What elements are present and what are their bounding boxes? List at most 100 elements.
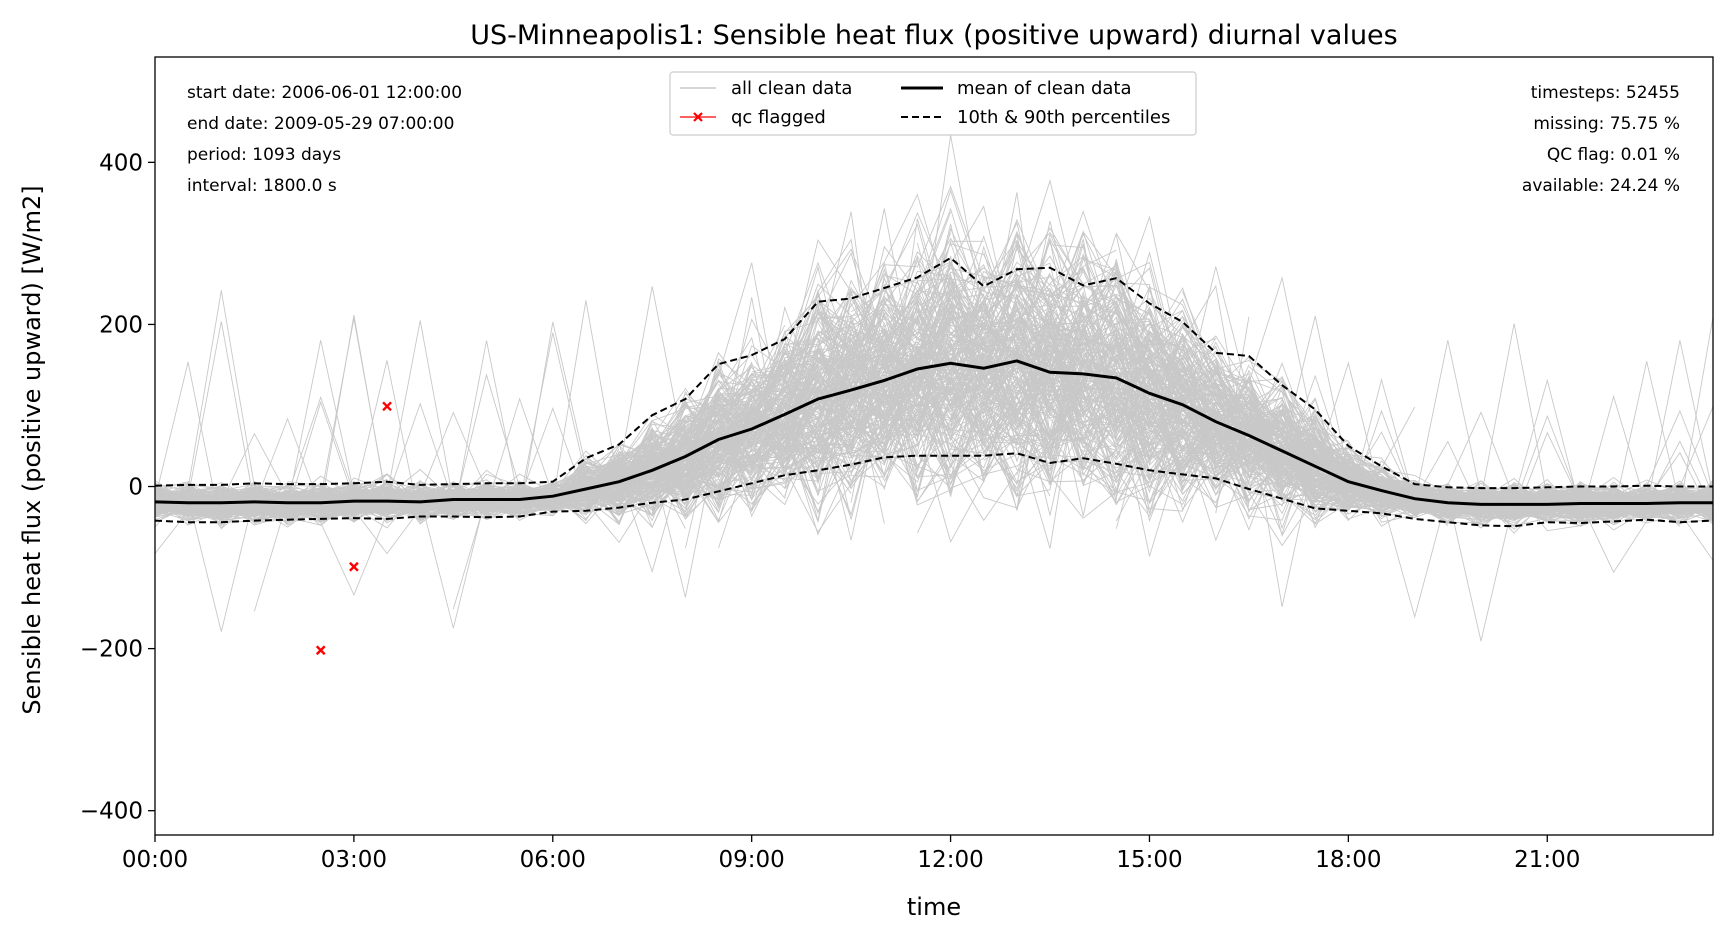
info-interval: interval: 1800.0 s	[187, 176, 337, 196]
p90-line	[155, 256, 1713, 490]
clean-data-line	[983, 333, 1316, 536]
clean-data-line	[1182, 377, 1416, 510]
clean-data-line	[685, 299, 1084, 510]
chart-title: US-Minneapolis1: Sensible heat flux (pos…	[470, 20, 1398, 51]
clean-data-line	[155, 462, 620, 512]
mean-polyline	[154, 359, 1713, 506]
clean-data-line	[1016, 338, 1250, 442]
info-missing: missing: 75.75 %	[1533, 114, 1680, 134]
clean-data-line	[1182, 365, 1515, 512]
clean-data-line	[1281, 400, 1680, 516]
clean-data-line	[883, 251, 1051, 401]
clean-data-line	[917, 275, 1051, 405]
clean-data-line	[552, 359, 1713, 517]
legend-frame	[669, 71, 1197, 136]
clean-data-line	[817, 395, 885, 458]
plot-frame	[154, 56, 1714, 836]
clean-data-line	[155, 495, 354, 526]
clean-data-line	[155, 367, 819, 520]
clean-data-line	[916, 380, 1316, 547]
clean-data-line	[453, 368, 1515, 519]
clean-data-line	[486, 321, 1117, 501]
clean-data-line	[1116, 397, 1150, 399]
clean-data-line	[552, 337, 984, 493]
clean-data-line	[718, 387, 786, 423]
info-timesteps: timesteps: 52455	[1531, 83, 1680, 103]
x-axis-label: time	[907, 893, 961, 921]
legend-label-clean: all clean data	[731, 78, 852, 99]
clean-data-line	[950, 421, 1018, 445]
y-tick-label: −400	[80, 799, 143, 825]
qc-flagged-point	[382, 401, 392, 412]
clean-data-line	[618, 413, 686, 464]
clean-data-line	[619, 437, 785, 471]
clean-data-line	[1580, 499, 1713, 510]
info-period: period: 1093 days	[187, 145, 341, 165]
legend: all clean data qc flagged mean of clean …	[669, 71, 1197, 136]
y-tick-label: 400	[99, 150, 143, 176]
clean-data-line	[1248, 465, 1581, 516]
clean-data-line	[718, 364, 1316, 505]
clean-data-line	[1646, 496, 1713, 502]
clean-data-line	[519, 241, 1283, 501]
clean-data-line	[1215, 436, 1349, 521]
x-tick-label: 21:00	[1514, 847, 1580, 873]
mean-line	[154, 359, 1713, 506]
clean-data-line	[155, 492, 553, 516]
clean-data-line	[850, 361, 885, 423]
info-right: timesteps: 52455 missing: 75.75 % QC fla…	[1522, 83, 1680, 196]
x-tick-label: 00:00	[122, 847, 188, 873]
clean-data-line	[155, 307, 1051, 597]
clean-data-line	[155, 470, 686, 516]
clean-data-line	[155, 422, 785, 512]
x-tick-label: 09:00	[719, 847, 785, 873]
clean-data-line	[1016, 269, 1415, 500]
clean-data-line	[916, 299, 1183, 397]
clean-data-line	[751, 179, 1250, 451]
clean-data-line	[817, 185, 1184, 413]
percentile-lines	[155, 256, 1713, 528]
qc-flagged-point	[349, 561, 359, 572]
clean-data-line	[1115, 350, 1382, 501]
clean-data-line	[1447, 489, 1713, 512]
info-end-date: end date: 2009-05-29 07:00:00	[187, 114, 454, 134]
y-tick-label: 200	[99, 312, 143, 338]
clean-data-line	[751, 252, 1515, 512]
qc-flagged-point	[315, 645, 326, 656]
clean-data-line	[983, 332, 1713, 524]
clean-data-line	[983, 327, 1117, 504]
clean-data-line	[884, 378, 951, 407]
clean-data-line	[784, 318, 1448, 515]
info-left: start date: 2006-06-01 12:00:00 end date…	[187, 83, 462, 196]
x-tick-label: 03:00	[321, 847, 387, 873]
y-tick-label: 0	[128, 475, 143, 501]
legend-label-percentiles: 10th & 90th percentiles	[957, 107, 1170, 128]
clean-data-line	[1149, 437, 1216, 457]
clean-data-line	[983, 357, 1581, 517]
clean-data-line	[751, 242, 1713, 523]
x-tick-label: 06:00	[520, 847, 586, 873]
clean-data-line	[817, 238, 1349, 500]
clean-data-line	[751, 306, 1084, 549]
legend-label-qc: qc flagged	[731, 107, 826, 128]
clean-data-line	[1016, 277, 1150, 394]
legend-label-mean: mean of clean data	[957, 78, 1132, 99]
clean-data-line	[817, 273, 1283, 447]
clean-data-line	[1580, 492, 1647, 516]
p10-line	[155, 452, 1713, 528]
clean-data-line	[850, 354, 985, 456]
clean-data-line	[983, 300, 1117, 432]
x-tick-label: 12:00	[917, 847, 983, 873]
clean-data-line	[916, 210, 1316, 452]
y-tick-label: −200	[80, 637, 143, 663]
info-start-date: start date: 2006-06-01 12:00:00	[187, 83, 462, 103]
qc-flagged-points	[315, 401, 392, 656]
clean-data-line	[1215, 386, 1316, 468]
clean-data-line	[751, 292, 985, 391]
clean-data-line	[1116, 287, 1415, 504]
clean-data-line	[751, 356, 852, 433]
clean-data-line	[684, 394, 952, 522]
y-axis-label: Sensible heat flux (positive upward) [W/…	[18, 185, 46, 714]
clean-data-line	[685, 406, 753, 499]
